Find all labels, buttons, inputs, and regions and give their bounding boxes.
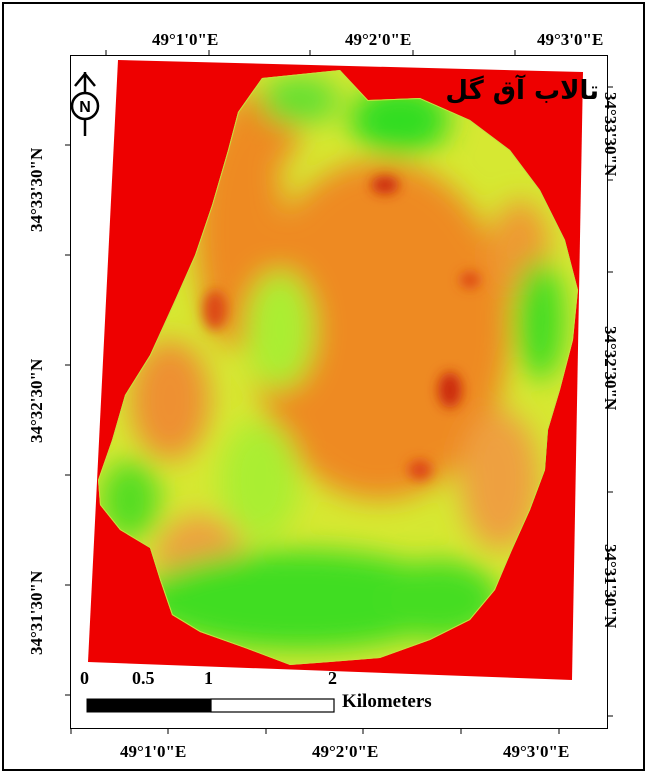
map-title: تالاب آق گل bbox=[445, 76, 599, 106]
top-label-1: 49°1'0"E bbox=[152, 30, 219, 49]
map-neatline bbox=[70, 55, 608, 729]
top-label-2: 49°2'0"E bbox=[345, 30, 412, 49]
left-label-3: 34°31'30"N bbox=[27, 570, 46, 655]
north-letter: N bbox=[79, 99, 91, 116]
scale-tick-1: 1 bbox=[204, 668, 213, 688]
north-arrow-icon bbox=[70, 72, 100, 136]
left-label-1: 34°33'30"N bbox=[27, 147, 46, 232]
scale-tick-0: 0 bbox=[80, 668, 89, 688]
scale-tick-2: 2 bbox=[328, 668, 337, 688]
graticule-ticks bbox=[65, 50, 613, 734]
top-label-3: 49°3'0"E bbox=[537, 30, 604, 49]
bottom-label-3: 49°3'0"E bbox=[503, 742, 570, 761]
right-label-2: 34°32'30"N bbox=[601, 326, 620, 411]
right-label-3: 34°31'30"N bbox=[601, 544, 620, 629]
right-label-1: 34°33'30"N bbox=[601, 92, 620, 177]
scale-unit: Kilometers bbox=[342, 691, 432, 712]
bottom-label-2: 49°2'0"E bbox=[312, 742, 379, 761]
left-label-2: 34°32'30"N bbox=[27, 358, 46, 443]
scale-bar bbox=[86, 698, 335, 713]
bottom-label-1: 49°1'0"E bbox=[120, 742, 187, 761]
scale-tick-0-5: 0.5 bbox=[132, 668, 155, 688]
